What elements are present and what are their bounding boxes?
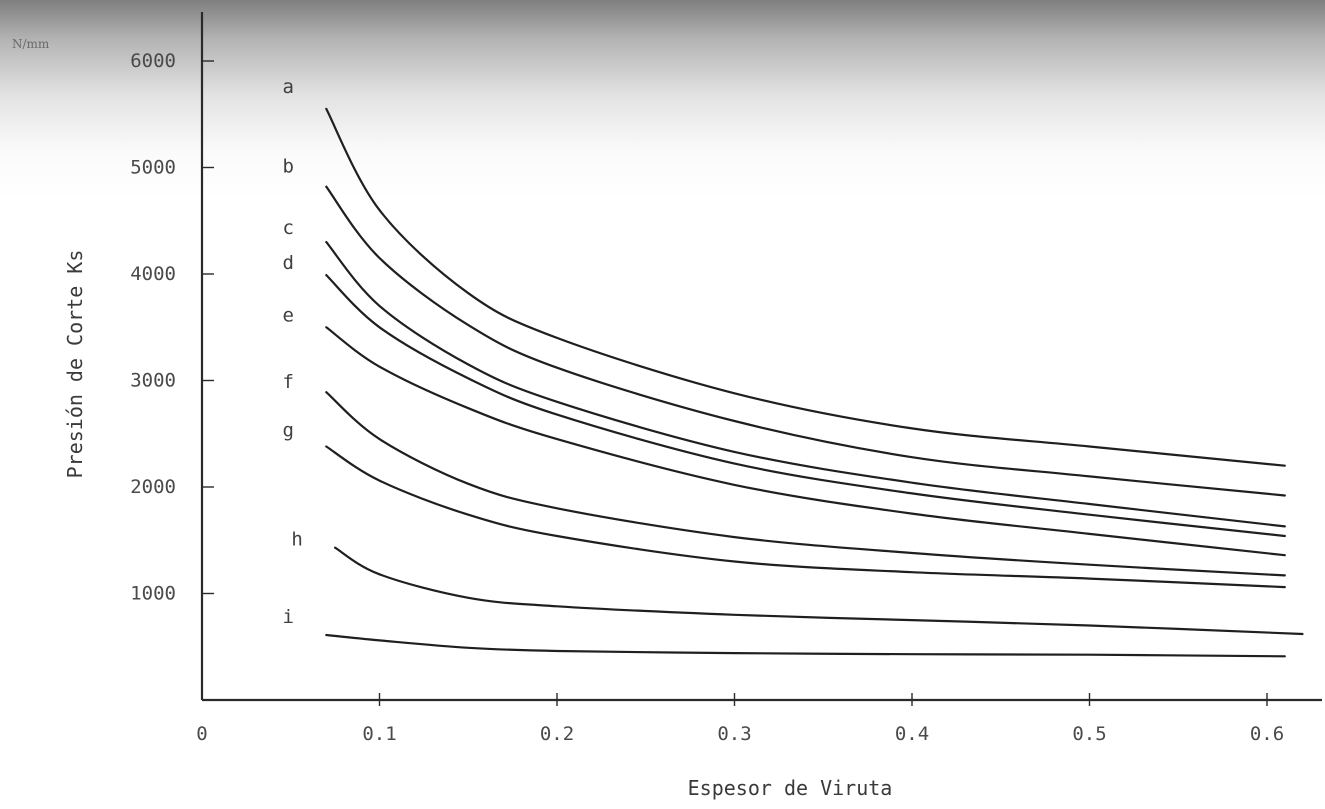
series-line-b	[325, 185, 1286, 497]
series-line-g	[325, 445, 1286, 589]
series-line-c	[325, 241, 1286, 528]
curve-label-g: g	[283, 420, 294, 442]
series-line-d	[325, 274, 1286, 538]
series-line-e	[325, 326, 1286, 557]
y-tick-label-5: 6000	[130, 50, 176, 72]
curve-label-h: h	[291, 529, 302, 551]
curve-label-e: e	[283, 304, 294, 326]
y-tick-label-4: 5000	[130, 157, 176, 179]
x-tick-label-2: 0.2	[540, 723, 574, 745]
series-line-h	[334, 546, 1304, 636]
series-line-i	[325, 633, 1286, 658]
x-tick-label-5: 0.5	[1072, 723, 1106, 745]
y-tick-label-0: 1000	[130, 583, 176, 605]
curve-labels: a b cd e f g h i	[283, 76, 303, 628]
x-tick-label-0: 0	[196, 723, 207, 745]
y-axis-title: Presión de Corte Ks	[63, 250, 87, 479]
curve-label-a: a	[283, 76, 294, 98]
ticks: 0 0.1 0.2 0.3 0.4 0.5 0.6 1000 2000 3000 4000 5000 6…	[130, 50, 1284, 745]
series-line-a	[325, 107, 1286, 467]
series-line-f	[325, 391, 1286, 577]
y-tick-label-1: 2000	[130, 476, 176, 498]
x-axis-title: Espesor de Viruta	[688, 776, 893, 800]
curve-label-c: c	[283, 217, 294, 239]
x-tick-label-4: 0.4	[895, 723, 929, 745]
y-tick-label-3: 4000	[130, 263, 176, 285]
y-tick-label-2: 3000	[130, 370, 176, 392]
x-tick-label-3: 0.3	[717, 723, 751, 745]
curve-label-f: f	[283, 371, 294, 393]
curve-label-b: b	[283, 156, 294, 178]
x-tick-label-6: 0.6	[1250, 723, 1284, 745]
curve-label-i: i	[283, 606, 294, 628]
y-unit-label: N/mm	[12, 37, 50, 51]
curve-label-d: d	[283, 252, 294, 274]
axes	[200, 12, 1322, 702]
series	[325, 107, 1304, 658]
x-tick-label-1: 0.1	[362, 723, 396, 745]
